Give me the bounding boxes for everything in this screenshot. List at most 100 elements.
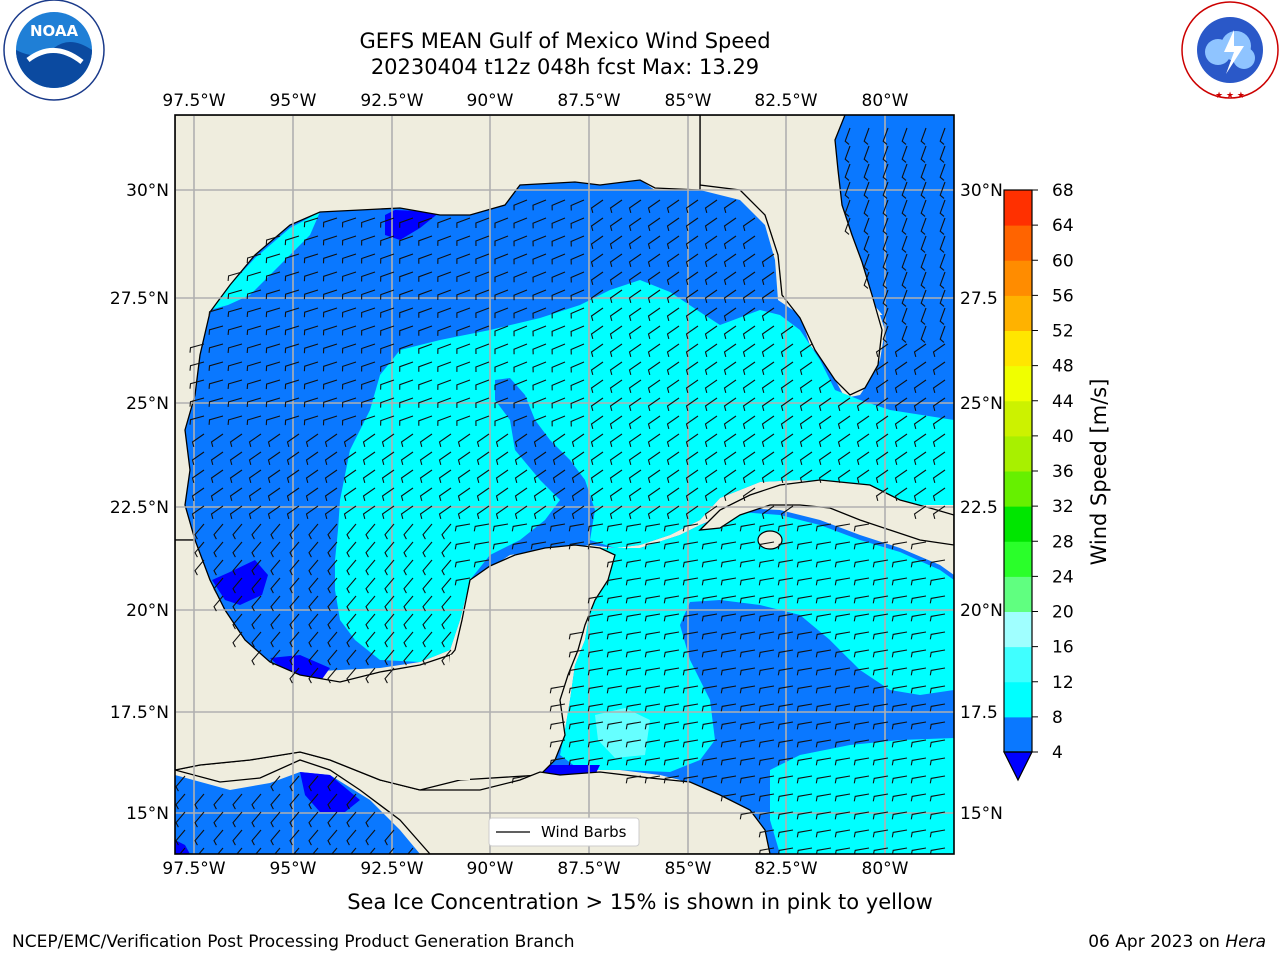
wind-barb: [495, 487, 509, 502]
lon-label-bottom: 85°W: [665, 859, 712, 879]
wind-barb: [532, 343, 547, 355]
wind-barb: [758, 793, 775, 802]
wind-barb: [910, 775, 927, 784]
wind-barb: [227, 325, 243, 335]
wind-barb: [742, 397, 756, 412]
wind-barb: [246, 325, 262, 336]
wind-barb: [380, 415, 395, 426]
wind-barb: [644, 721, 661, 730]
wind-barb: [609, 325, 623, 340]
wind-barb: [270, 577, 281, 594]
wind-barb: [606, 523, 623, 532]
wind-barb: [475, 253, 490, 265]
wind-barb: [289, 793, 300, 810]
wind-barb: [929, 793, 946, 802]
wind-barb: [777, 703, 794, 712]
wind-barb: [834, 775, 851, 784]
wind-barb: [362, 451, 376, 466]
wind-barb: [232, 811, 243, 828]
wind-barb: [882, 217, 889, 235]
wind-barb: [780, 343, 794, 358]
wind-barb: [456, 217, 471, 228]
wind-barb: [533, 487, 547, 502]
wind-barb: [175, 811, 186, 828]
wind-barb: [456, 271, 471, 282]
wind-barb: [270, 649, 281, 666]
wind-barb: [704, 289, 718, 304]
wind-barb: [815, 793, 832, 802]
wind-barb: [384, 595, 395, 612]
wind-barb: [875, 451, 889, 466]
wind-barb: [570, 307, 585, 319]
wind-barb: [606, 541, 623, 550]
wind-barb: [361, 361, 376, 372]
wind-barb: [551, 397, 566, 409]
wind-barb: [403, 649, 414, 666]
wind-barb: [894, 397, 908, 412]
wind-barb: [456, 307, 471, 318]
wind-barb: [891, 811, 908, 820]
wind-barb: [704, 361, 718, 376]
wind-barb: [853, 523, 870, 532]
wind-barb: [910, 559, 927, 568]
wind-barb: [551, 325, 566, 337]
wind-barb: [289, 613, 300, 630]
wind-barb: [666, 451, 680, 466]
calm-patch-corner: [175, 840, 190, 854]
wind-barb: [322, 307, 338, 318]
wind-barb: [308, 559, 319, 576]
wind-barb: [910, 541, 927, 550]
wind-barb: [606, 577, 623, 586]
wind-barb: [551, 253, 566, 265]
wind-barb: [229, 487, 243, 502]
wind-barb: [189, 415, 205, 425]
wind-barb: [265, 379, 281, 390]
wind-barb: [303, 343, 319, 354]
wind-barb: [403, 631, 414, 648]
wind-barb: [666, 289, 680, 304]
colorbar-tick-label: 20: [1052, 603, 1074, 623]
wind-barb: [251, 811, 262, 828]
wind-barb: [758, 577, 775, 586]
wind-barb: [920, 289, 927, 307]
wind-barb: [549, 721, 566, 730]
wind-barb: [227, 379, 243, 389]
wind-barb: [891, 541, 908, 550]
wind-barb: [701, 721, 718, 730]
wind-barb: [625, 739, 642, 748]
wind-barb: [799, 397, 813, 412]
wind-barb: [666, 433, 680, 448]
wind-barb: [647, 505, 661, 520]
wind-barb: [213, 541, 224, 558]
wind-barb: [388, 847, 395, 854]
wind-barb: [891, 577, 908, 586]
wind-barb: [457, 433, 471, 448]
wind-barb: [685, 487, 699, 502]
wind-barb: [758, 811, 775, 820]
wind-barb: [920, 127, 927, 145]
wind-barb: [570, 325, 585, 337]
wind-barb: [644, 649, 661, 658]
wind-barb: [742, 487, 756, 502]
wind-barb: [723, 325, 737, 340]
wind-barb: [552, 469, 566, 484]
wind-barb: [742, 235, 756, 250]
lon-label-bottom: 80°W: [862, 859, 909, 879]
wind-barb: [720, 559, 737, 568]
colorbar-segment: [1004, 435, 1032, 472]
wind-barb: [232, 793, 243, 810]
wind-barb: [590, 379, 604, 394]
wind-barb: [758, 721, 775, 730]
wind-barb: [932, 361, 946, 376]
wind-barb: [399, 379, 414, 390]
wind-barb: [901, 127, 908, 145]
wind-barb: [494, 325, 509, 337]
wind-barb: [780, 469, 794, 484]
wind-barb: [882, 127, 889, 145]
wind-barb: [875, 397, 889, 412]
wind-barb: [663, 649, 680, 658]
wind-barb: [437, 343, 452, 354]
wind-barb: [208, 361, 224, 371]
wind-barb: [305, 433, 319, 448]
wind-barb: [571, 469, 585, 484]
